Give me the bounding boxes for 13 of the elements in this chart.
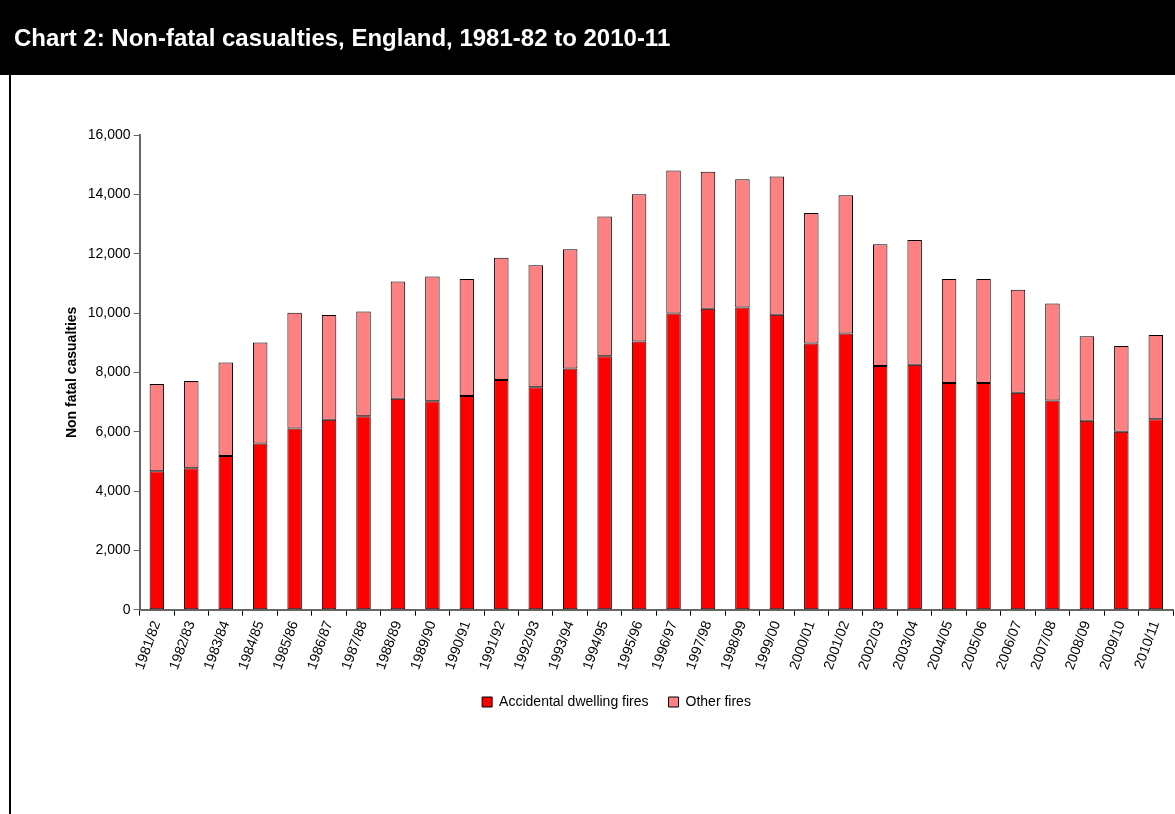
y-tick-label: 14,000	[87, 185, 131, 202]
y-tick-label: 0	[122, 600, 131, 617]
legend-label: Accidental dwelling fires	[499, 692, 649, 709]
y-tick-label: 6,000	[95, 422, 131, 439]
y-tick-label: 16,000	[87, 125, 131, 142]
y-tick-label: 12,000	[87, 244, 131, 261]
y-tick-label: 2,000	[95, 541, 131, 558]
y-axis-title: Non fatal casualties	[63, 306, 80, 439]
legend-label: Other fires	[685, 692, 751, 709]
chart-title: Chart 2: Non-fatal casualties, England, 1981-82 to 2010-11	[0, 0, 1175, 75]
y-tick-label: 10,000	[87, 303, 131, 320]
y-tick-label: 4,000	[95, 481, 131, 498]
y-tick-label: 8,000	[95, 363, 131, 380]
